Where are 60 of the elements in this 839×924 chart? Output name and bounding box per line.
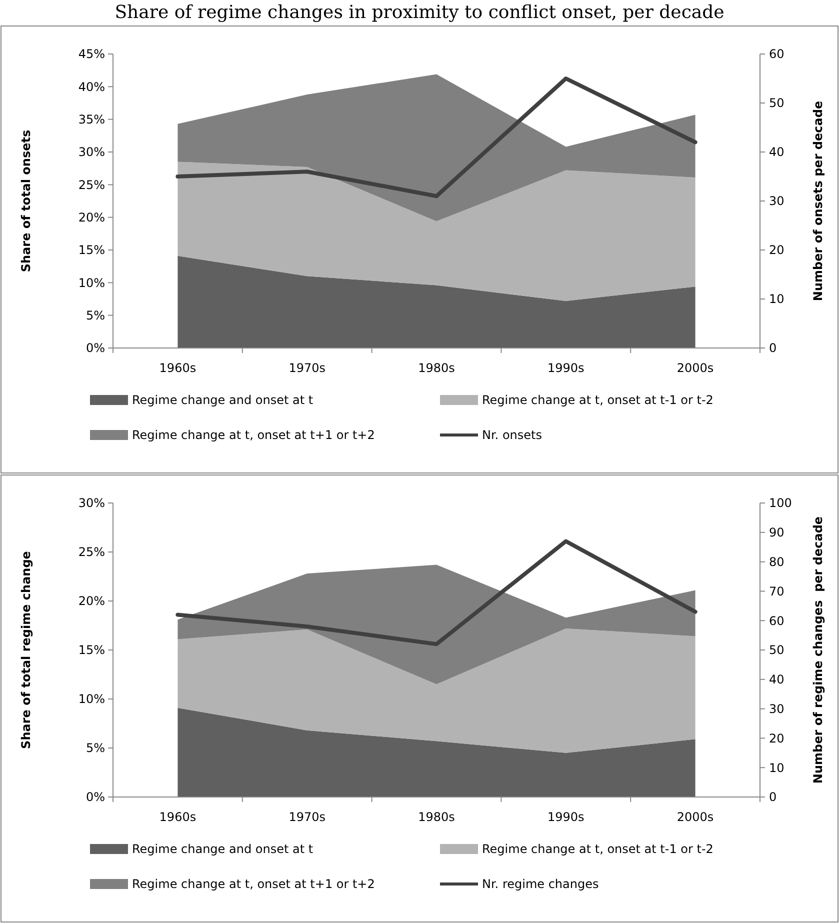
legend-label: Regime change and onset at t	[132, 393, 314, 408]
x-tick-label: 2000s	[676, 361, 714, 375]
y-tick-label: 35%	[78, 112, 105, 127]
y-tick-label: 40%	[78, 80, 105, 94]
y-tick-label: 30%	[78, 145, 105, 160]
y2-tick-label: 20	[769, 731, 784, 746]
x-tick-label: 1980s	[418, 361, 455, 375]
legend-label: Regime change and onset at t	[132, 842, 314, 856]
legend-label: Regime change at t, onset at t+1 or t+2	[132, 877, 375, 892]
y2-tick-label: 30	[769, 194, 784, 208]
y-tick-label: 10%	[78, 692, 105, 706]
x-tick-label: 1990s	[548, 810, 584, 824]
x-tick-label: 1970s	[288, 361, 326, 375]
legend-label: Regime change at t, onset at t-1 or t-2	[482, 393, 714, 408]
line-series	[176, 76, 698, 198]
y-tick-label: 45%	[78, 47, 105, 62]
legend-label: Nr. regime changes	[482, 877, 599, 892]
y2-tick-label: 50	[769, 643, 784, 658]
legend-label: Regime change at t, onset at t-1 or t-2	[482, 842, 714, 856]
x-tick-label: 1990s	[548, 361, 584, 375]
y-tick-label: 0%	[86, 341, 105, 356]
y-axis-title: Share of total onsets	[19, 130, 33, 272]
y2-tick-label: 60	[769, 614, 784, 628]
y-tick-label: 5%	[86, 741, 105, 756]
y2-axis-title: Number of regime changes per decade	[811, 516, 825, 784]
y-tick-label: 30%	[78, 496, 105, 510]
y-tick-label: 25%	[78, 545, 105, 560]
y2-tick-label: 40	[769, 145, 784, 160]
y2-tick-label: 30	[769, 702, 784, 716]
y-tick-label: 20%	[78, 594, 105, 608]
chart-title: Share of regime changes in proximity to conflict onset, per decade	[114, 2, 724, 23]
y-tick-label: 15%	[78, 643, 105, 658]
y-tick-label: 0%	[86, 790, 105, 804]
y2-tick-label: 0	[769, 341, 777, 356]
x-tick-label: 1980s	[418, 810, 455, 824]
y2-tick-label: 10	[769, 292, 784, 306]
y2-tick-label: 60	[769, 47, 784, 62]
y2-tick-label: 100	[769, 496, 792, 510]
y-tick-label: 5%	[86, 308, 105, 323]
y2-tick-label: 10	[769, 760, 784, 775]
y-tick-label: 20%	[78, 210, 105, 225]
y2-tick-label: 20	[769, 243, 784, 258]
legend-label: Nr. onsets	[482, 428, 542, 442]
x-tick-label: 1970s	[288, 810, 326, 824]
y2-tick-label: 70	[769, 584, 784, 598]
y-tick-label: 15%	[78, 243, 105, 258]
x-tick-label: 1960s	[159, 361, 196, 375]
y2-tick-label: 50	[769, 96, 784, 110]
y2-axis-title: Number of onsets per decade	[811, 100, 825, 302]
legend-label: Regime change at t, onset at t+1 or t+2	[132, 428, 375, 442]
y-axis-title: Share of total regime change	[19, 551, 33, 749]
x-tick-label: 1960s	[159, 810, 196, 824]
y2-tick-label: 40	[769, 672, 784, 687]
y2-tick-label: 0	[769, 790, 777, 804]
x-tick-label: 2000s	[676, 810, 714, 824]
y2-tick-label: 90	[769, 526, 784, 540]
line-series	[176, 539, 698, 646]
y-tick-label: 10%	[78, 276, 105, 290]
y2-tick-label: 80	[769, 555, 784, 569]
y-tick-label: 25%	[78, 178, 105, 192]
